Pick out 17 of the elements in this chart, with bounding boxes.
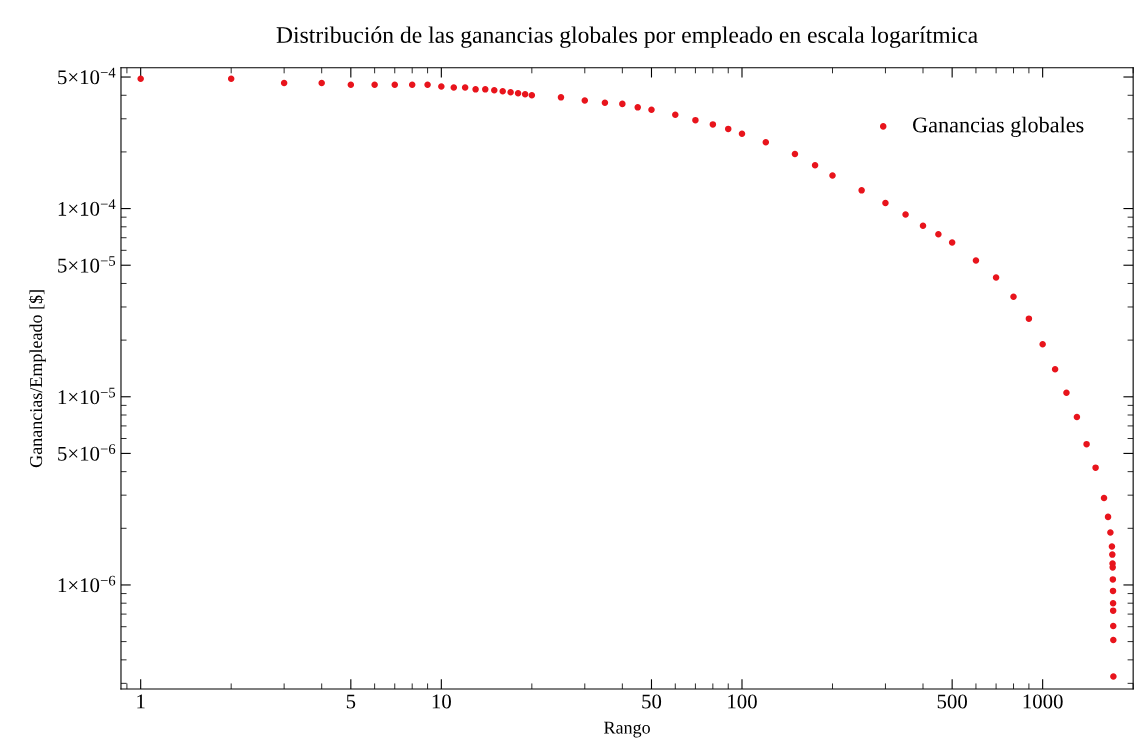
legend-label: Ganancias globales xyxy=(913,116,1084,138)
x-tick-label: 50 xyxy=(642,694,662,709)
y-tick-label: 5×10$^{−5}$ xyxy=(58,256,116,273)
chart-title: Distribución de las ganancias globales por empleado en escala logarítmica xyxy=(276,26,978,48)
y-axis-title: Ganancias/Empleado [$] xyxy=(28,290,46,468)
x-axis-title: Rango xyxy=(604,721,650,738)
y-tick-label: 5×10$^{−4}$ xyxy=(58,67,116,85)
y-tick-label: 1×10$^{−5}$ xyxy=(58,387,116,405)
x-tick-label: 100 xyxy=(728,694,757,709)
x-tick-label: 1 xyxy=(137,694,145,709)
y-tick-label: 5×10$^{−6}$ xyxy=(58,444,116,461)
x-tick-label: 10 xyxy=(432,694,451,709)
x-tick-label: 500 xyxy=(937,694,967,709)
x-tick-label: 5 xyxy=(346,694,356,709)
x-tick-label: 1000 xyxy=(1023,694,1063,709)
y-tick-label: 1×10$^{−4}$ xyxy=(58,199,116,216)
y-tick-label: 1×10$^{−6}$ xyxy=(58,575,116,593)
